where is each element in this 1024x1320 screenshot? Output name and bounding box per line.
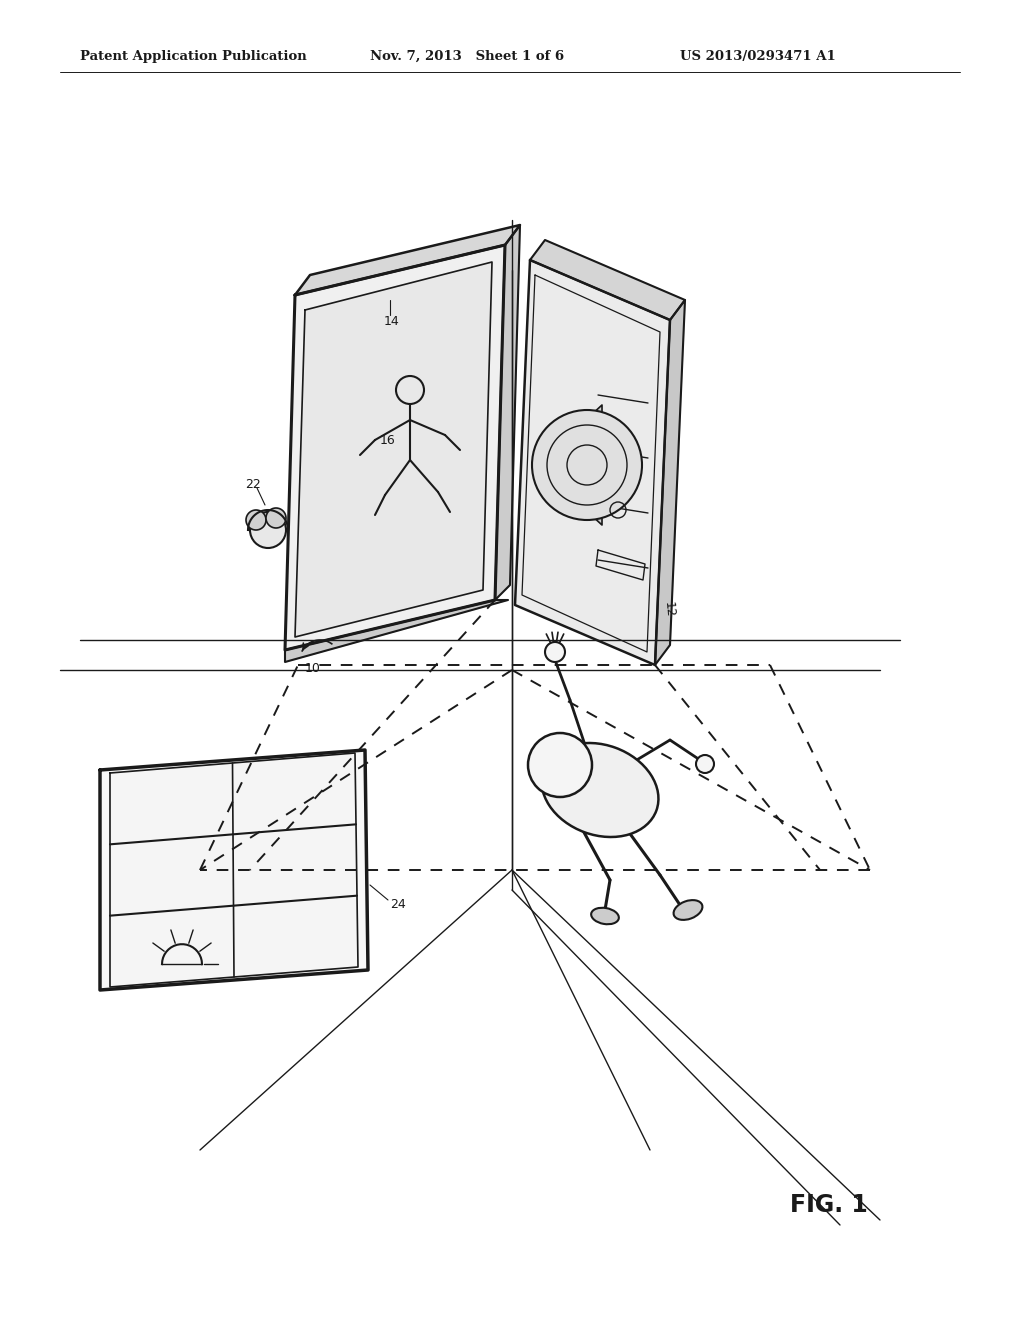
Circle shape [696,755,714,774]
Text: 14: 14 [384,315,399,327]
Circle shape [250,512,286,548]
Circle shape [545,642,565,663]
Text: 10: 10 [305,661,321,675]
Circle shape [532,411,642,520]
Polygon shape [495,224,520,601]
Ellipse shape [674,900,702,920]
Polygon shape [285,601,508,663]
Text: Nov. 7, 2013   Sheet 1 of 6: Nov. 7, 2013 Sheet 1 of 6 [370,50,564,63]
Polygon shape [285,246,505,649]
Circle shape [528,733,592,797]
Polygon shape [530,240,685,319]
Text: 22: 22 [245,479,261,491]
Circle shape [266,508,286,528]
Text: 18: 18 [620,813,636,826]
Ellipse shape [542,743,658,837]
Polygon shape [655,300,685,665]
Polygon shape [537,405,602,525]
Polygon shape [110,752,358,987]
Text: Patent Application Publication: Patent Application Publication [80,50,307,63]
Text: US 2013/0293471 A1: US 2013/0293471 A1 [680,50,836,63]
Ellipse shape [591,908,618,924]
Text: 24: 24 [390,899,406,912]
Text: 12: 12 [662,602,676,618]
Text: 16: 16 [380,433,395,446]
Polygon shape [100,750,368,990]
Polygon shape [295,224,520,294]
Circle shape [246,510,266,531]
Text: FIG. 1: FIG. 1 [790,1193,867,1217]
Polygon shape [295,261,492,638]
Polygon shape [515,260,670,665]
